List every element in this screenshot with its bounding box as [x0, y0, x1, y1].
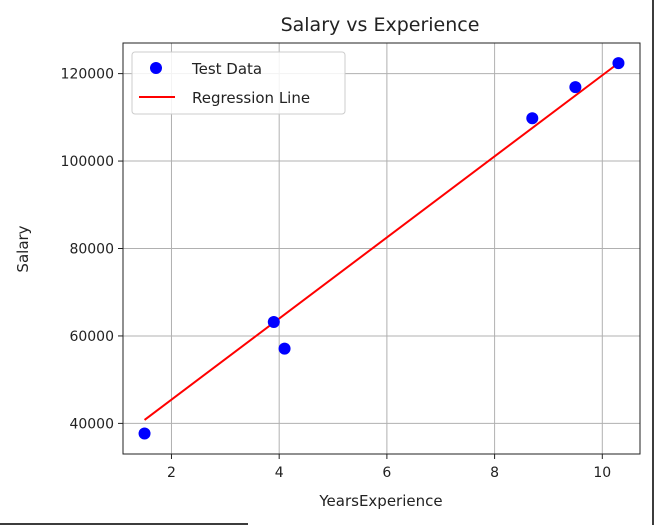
- grid-lines: [123, 43, 640, 454]
- y-tick-label: 100000: [61, 154, 114, 170]
- legend: Test Data Regression Line: [131, 51, 346, 115]
- x-tick-label: 2: [167, 465, 176, 481]
- test-data-point: [526, 112, 539, 125]
- test-data-point: [267, 315, 280, 328]
- legend-box: [131, 51, 346, 115]
- test-data-point: [612, 57, 625, 70]
- regression-line: [143, 62, 620, 421]
- chart-title: Salary vs Experience: [281, 14, 480, 36]
- y-tick-label: 80000: [69, 242, 114, 258]
- test-data-point: [138, 427, 151, 440]
- y-tick-label: 60000: [69, 329, 114, 345]
- x-tick-label: 8: [490, 465, 499, 481]
- legend-label-regression-line: Regression Line: [192, 89, 310, 107]
- legend-label-test-data: Test Data: [191, 60, 262, 78]
- y-tick-label: 40000: [69, 416, 114, 432]
- window-border-bottom: [0, 523, 248, 525]
- axes: 2 4 6 8 10 40000 60000 80000 100000 120000: [61, 67, 612, 481]
- y-tick-label: 120000: [61, 67, 114, 83]
- plot-data: [138, 57, 625, 440]
- window-border-right: [652, 0, 654, 525]
- x-axis-label: YearsExperience: [318, 492, 442, 510]
- test-data-point: [278, 342, 291, 355]
- test-data-point: [569, 81, 582, 94]
- legend-marker-test-data: [150, 62, 162, 74]
- y-axis-label: Salary: [14, 225, 32, 272]
- x-tick-label: 4: [275, 465, 284, 481]
- x-tick-label: 6: [382, 465, 391, 481]
- x-tick-label: 10: [593, 465, 611, 481]
